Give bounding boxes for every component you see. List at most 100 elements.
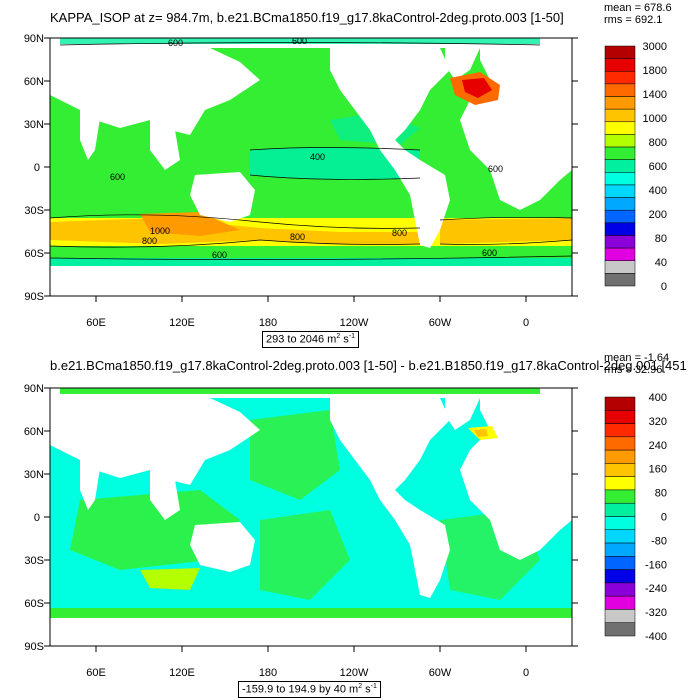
colorbar-swatch [604, 222, 636, 236]
colorbar-label: 0 [661, 512, 667, 524]
contour-label: 600 [168, 38, 183, 48]
panel1-range-label: 293 to 2046 m [266, 333, 337, 346]
panel1-range-tail: s [340, 333, 349, 346]
contour-label: 600 [488, 164, 503, 174]
lat-label: 30S [24, 205, 44, 217]
colorbar-swatch [604, 542, 636, 557]
lat-label: 0 [34, 512, 40, 524]
contour-label: 800 [392, 228, 407, 238]
colorbar-label: 1800 [643, 65, 667, 77]
panel1-range-exp: 2 [336, 333, 341, 340]
panel1-range-box: 293 to 2046 m2 s-1 [262, 331, 360, 348]
colorbar-label: 1000 [643, 113, 667, 125]
panel1-colorbar [604, 45, 636, 287]
colorbar-swatch [604, 463, 636, 477]
lon-label: 0 [523, 667, 529, 679]
lat-label: 90N [24, 33, 44, 45]
lat-label: 60S [24, 248, 44, 260]
panel2-stats: mean = -1.64 rms = 32.96 [604, 352, 669, 376]
contour-label: 800 [142, 236, 157, 246]
panel2-mean: mean = -1.64 [604, 352, 670, 364]
lon-label: 180 [259, 317, 277, 329]
colorbar-label: 0 [661, 281, 667, 293]
colorbar-swatch [604, 273, 636, 287]
panel2-range-exp: 2 [358, 683, 363, 690]
lon-label: 60E [86, 667, 106, 679]
panel2-rms: rms = 32.96 [604, 364, 663, 376]
colorbar-swatch [604, 134, 636, 148]
contour-label: 800 [290, 232, 305, 242]
panel2-range-label: -159.9 to 194.9 by 40 m [242, 683, 359, 696]
panel1-map-area [50, 38, 572, 296]
colorbar-swatch [604, 260, 636, 274]
colorbar-swatch [604, 609, 636, 623]
colorbar-swatch [604, 235, 636, 249]
colorbar-swatch [604, 556, 636, 570]
panel1-lon-axis: 60E 120E 180 120W 60W 0 [86, 317, 529, 329]
panel2-range-box: -159.9 to 194.9 by 40 m2 s-1 [238, 681, 381, 698]
colorbar-label: 800 [649, 137, 667, 149]
panel2-map-area [50, 388, 572, 646]
colorbar-swatch [604, 45, 636, 59]
colorbar-swatch [604, 582, 636, 597]
colorbar-label: 80 [655, 233, 667, 245]
colorbar-swatch [604, 449, 636, 464]
panel1-lat-axis: 90N 60N 30N 0 30S 60S 90S [24, 33, 44, 303]
lat-label: 30N [24, 119, 44, 131]
colorbar-swatch [604, 595, 636, 610]
colorbar-label: -320 [645, 607, 667, 619]
panel1-rms: rms = 692.1 [604, 14, 663, 26]
colorbar-swatch [604, 502, 636, 517]
lon-label: 120E [169, 667, 195, 679]
colorbar-swatch [604, 146, 636, 160]
contour-label: 600 [292, 36, 307, 46]
colorbar-label: 400 [649, 392, 667, 404]
panel2-lon-axis: 60E 120E 180 120W 60W 0 [86, 667, 529, 679]
colorbar-swatch [604, 410, 636, 424]
panel1-range-exp2: -1 [348, 333, 356, 340]
lat-label: 60S [24, 598, 44, 610]
lat-label: 60N [24, 76, 44, 88]
colorbar-swatch [604, 197, 636, 211]
colorbar-swatch [604, 172, 636, 186]
colorbar-swatch [604, 108, 636, 123]
lat-label: 0 [34, 162, 40, 174]
lat-label: 90S [24, 291, 44, 303]
colorbar-label: 240 [649, 440, 667, 452]
colorbar-swatch [604, 121, 636, 135]
lon-label: 180 [259, 667, 277, 679]
contour-label: 400 [310, 152, 325, 162]
contour-label: 600 [212, 250, 227, 260]
panel2-colorbar [604, 396, 636, 637]
contour-label: 1000 [150, 226, 170, 236]
colorbar-label: -240 [645, 583, 667, 595]
panel2-range-tail: s [362, 683, 371, 696]
lon-label: 0 [523, 317, 529, 329]
panel2-lat-axis: 90N 60N 30N 0 30S 60S 90S [24, 383, 44, 653]
colorbar-label: 600 [649, 161, 667, 173]
colorbar-swatch [604, 489, 636, 504]
lon-label: 60W [429, 667, 452, 679]
colorbar-swatch [604, 83, 636, 97]
panel2-colorbar-labels: 400 320 240 160 80 0 -80 -160 -240 -320 -400 [645, 392, 667, 643]
lat-label: 30S [24, 555, 44, 567]
colorbar-swatch [604, 622, 636, 637]
panel2-range-exp2: -1 [370, 683, 377, 690]
colorbar-label: -80 [651, 535, 667, 547]
colorbar-label: -160 [645, 559, 667, 571]
colorbar-swatch [604, 516, 636, 531]
colorbar-swatch [604, 159, 636, 173]
colorbar-label: 320 [649, 416, 667, 428]
colorbar-label: 400 [649, 185, 667, 197]
colorbar-label: -400 [645, 631, 667, 643]
lon-label: 120W [340, 317, 369, 329]
lon-label: 120W [340, 667, 369, 679]
panel1-contours [49, 42, 573, 260]
colorbar-swatch [604, 96, 636, 110]
colorbar-swatch [604, 71, 636, 85]
contour-label: 600 [110, 172, 125, 182]
lat-label: 90S [24, 641, 44, 653]
colorbar-swatch [604, 529, 636, 544]
colorbar-label: 40 [655, 257, 667, 269]
